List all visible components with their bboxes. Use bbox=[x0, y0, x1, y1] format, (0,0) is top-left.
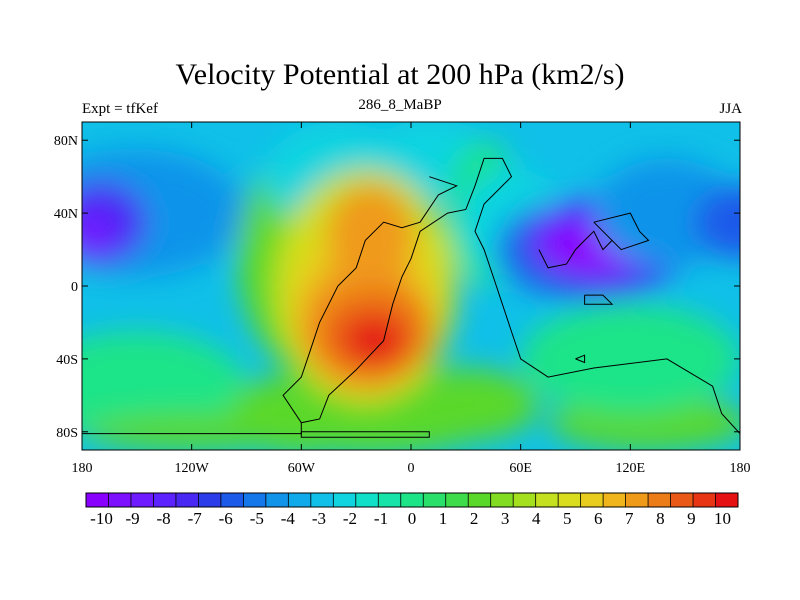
x-tick-label: 60E bbox=[509, 461, 532, 476]
coastline-outline bbox=[82, 157, 740, 438]
colorbar-swatch bbox=[175, 493, 199, 507]
colorbar-swatch bbox=[153, 493, 177, 507]
y-tick-label: 40N bbox=[54, 207, 78, 222]
field-blob bbox=[520, 304, 740, 414]
chart-title: Velocity Potential at 200 hPa (km2/s) bbox=[175, 58, 625, 91]
colorbar-swatch bbox=[603, 493, 626, 507]
coastline-segment bbox=[593, 212, 650, 251]
coastline-segment bbox=[82, 157, 740, 435]
x-tick-label: 120E bbox=[616, 461, 646, 476]
center-subtitle: 286_8_MaBP bbox=[358, 97, 442, 113]
colorbar-swatch bbox=[580, 493, 604, 507]
field-blob bbox=[347, 318, 402, 363]
x-tick-label: 120W bbox=[175, 461, 210, 476]
colorbar-swatch bbox=[490, 493, 514, 507]
colorbar-swatch bbox=[265, 493, 289, 507]
x-tick-label: 180 bbox=[72, 461, 93, 476]
colorbar-frame bbox=[85, 492, 739, 508]
coastline-segment bbox=[300, 431, 430, 438]
colorbar-swatch bbox=[288, 493, 312, 507]
colorbar-swatch bbox=[625, 493, 649, 507]
colorbar-label: -1 bbox=[374, 509, 388, 528]
colorbar-swatch bbox=[355, 493, 379, 507]
colorbar-label: -8 bbox=[157, 509, 171, 528]
axis-ticks: 180 120W 60W 0 60E 120E 180 80N 40N 0 40S 80S bbox=[54, 122, 751, 476]
x-tick-label: 180 bbox=[730, 461, 751, 476]
y-tick-label: 40S bbox=[56, 353, 78, 368]
field-blob bbox=[694, 185, 740, 259]
colorbar-label: -6 bbox=[219, 509, 233, 528]
colorbar-swatch bbox=[715, 493, 739, 507]
experiment-label: Expt = tfKef bbox=[82, 101, 158, 117]
colorbar-label: 2 bbox=[470, 509, 479, 528]
x-tick-label: 60W bbox=[288, 461, 316, 476]
colorbar-swatch bbox=[220, 493, 244, 507]
y-tick-label: 80S bbox=[56, 426, 78, 441]
field-blob bbox=[82, 331, 247, 441]
colorbar-swatch bbox=[423, 493, 447, 507]
colorbar-label: 8 bbox=[656, 509, 665, 528]
colorbar-label: 0 bbox=[408, 509, 417, 528]
colorbar-label: 3 bbox=[501, 509, 510, 528]
y-tick-label: 80N bbox=[54, 134, 78, 149]
colorbar-swatch bbox=[558, 493, 582, 507]
colorbar-swatch bbox=[468, 493, 492, 507]
colorbar-label: -3 bbox=[312, 509, 326, 528]
field-blob bbox=[392, 368, 539, 441]
colorbar-label: 6 bbox=[594, 509, 603, 528]
coastline-segment bbox=[538, 230, 613, 269]
colorbar-label: -4 bbox=[281, 509, 296, 528]
colorbar-label: 10 bbox=[714, 509, 731, 528]
colorbar-label: -5 bbox=[250, 509, 264, 528]
colorbar-label: -7 bbox=[188, 509, 203, 528]
colorbar-label: 4 bbox=[532, 509, 541, 528]
field-blob bbox=[82, 209, 117, 261]
colorbar-swatch bbox=[198, 493, 222, 507]
colorbar-swatch bbox=[86, 493, 109, 507]
colorbar-label: 1 bbox=[439, 509, 448, 528]
colorbar-swatch bbox=[445, 493, 469, 507]
map-field bbox=[82, 122, 740, 450]
colorbar-swatch bbox=[333, 493, 357, 507]
colorbar-swatch bbox=[400, 493, 424, 507]
colorbar-swatch bbox=[648, 493, 671, 507]
colorbar-label: -2 bbox=[343, 509, 357, 528]
colorbar-swatch bbox=[243, 493, 267, 507]
colorbar-swatch bbox=[693, 493, 716, 507]
colorbar: -10 -9 -8 -7 -6 -5 -4 -3 -2 -1 0 1 2 3 4 5 6 7 8 9 10 bbox=[85, 492, 739, 528]
coastline-segment bbox=[282, 176, 459, 423]
colorbar-label: 9 bbox=[687, 509, 696, 528]
colorbar-swatch bbox=[310, 493, 334, 507]
y-tick-label: 0 bbox=[71, 280, 78, 295]
colorbar-label: 5 bbox=[563, 509, 572, 528]
x-tick-label: 0 bbox=[408, 461, 415, 476]
colorbar-label: 7 bbox=[625, 509, 634, 528]
colorbar-swatch bbox=[535, 493, 559, 507]
colorbar-swatch bbox=[378, 493, 402, 507]
colorbar-label: -9 bbox=[126, 509, 140, 528]
colorbar-swatch bbox=[130, 493, 154, 507]
season-label: JJA bbox=[719, 101, 742, 117]
coastline-segment bbox=[575, 354, 586, 364]
colorbar-swatch bbox=[670, 493, 694, 507]
colorbar-label: -10 bbox=[90, 509, 113, 528]
colorbar-swatch bbox=[513, 493, 537, 507]
colorbar-swatch bbox=[108, 493, 132, 507]
coastline-segment bbox=[584, 294, 614, 305]
